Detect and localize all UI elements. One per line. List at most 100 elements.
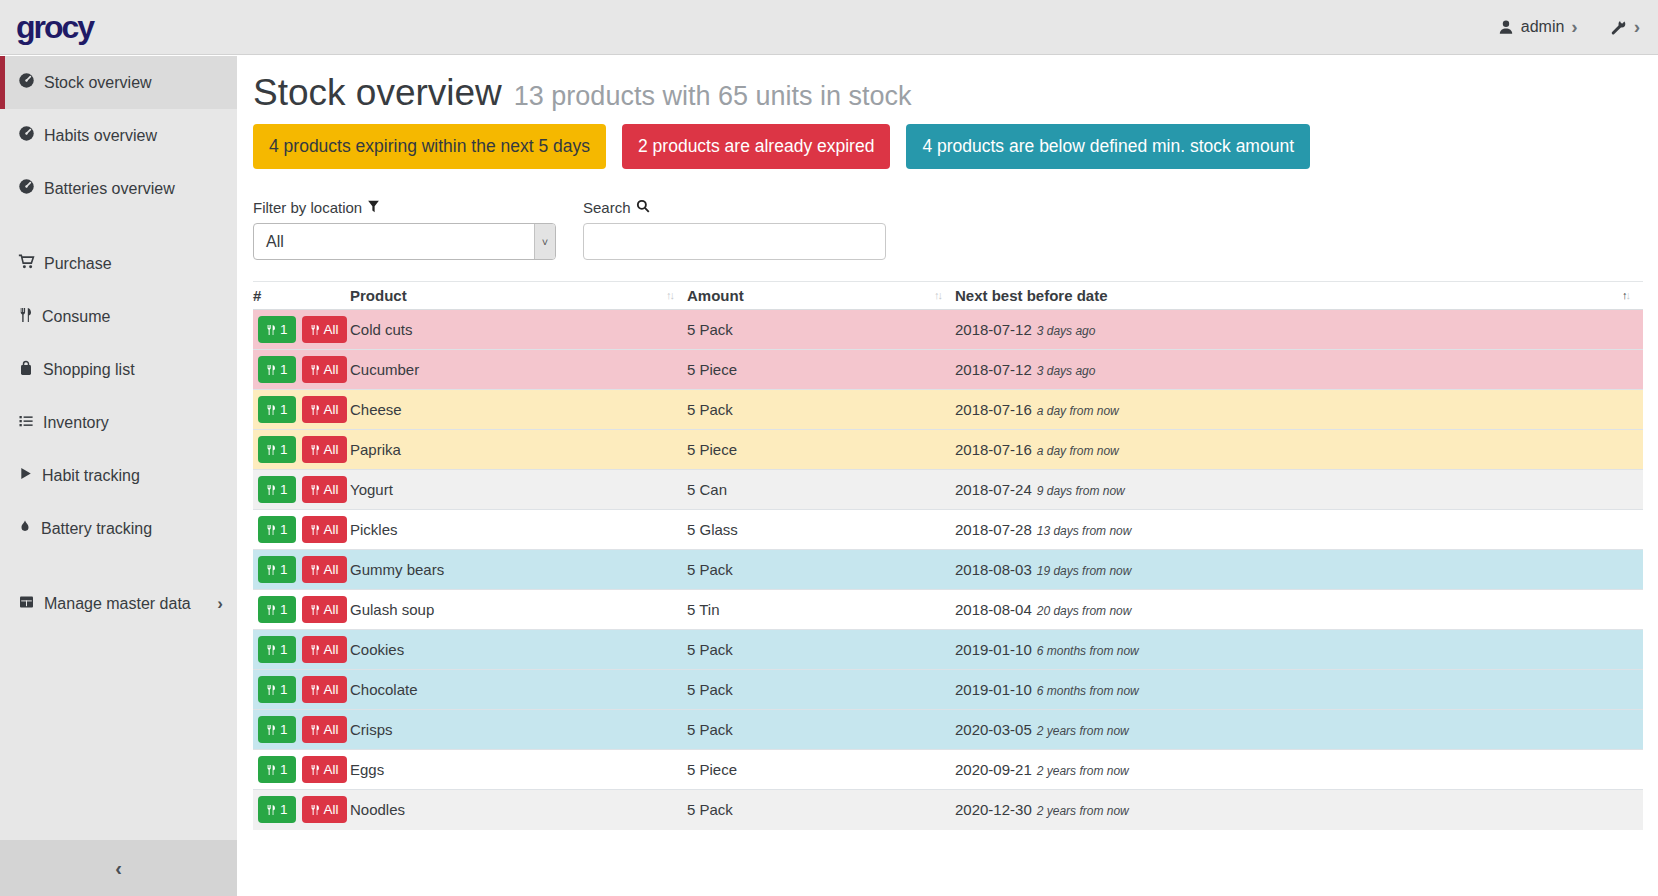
utensils-icon <box>266 364 276 376</box>
location-select[interactable]: All ˅ <box>253 223 556 260</box>
consume-one-button[interactable]: 1 <box>258 516 296 543</box>
person-icon <box>1498 19 1514 35</box>
consume-all-button[interactable]: All <box>302 476 347 503</box>
column-header-best-before[interactable]: Next best before date ↑↓ <box>955 282 1643 310</box>
best-before-cell: 2018-07-16a day from now <box>955 390 1643 430</box>
best-before-cell: 2019-01-106 months from now <box>955 670 1643 710</box>
utensils-icon <box>266 564 276 576</box>
column-header-amount[interactable]: Amount ↑↓ <box>687 282 955 310</box>
consume-one-button[interactable]: 1 <box>258 436 296 463</box>
user-menu[interactable]: admin › <box>1498 18 1578 36</box>
top-header: grocy admin › › <box>0 0 1658 55</box>
utensils-icon <box>266 764 276 776</box>
amount-cell: 5 Glass <box>687 510 955 550</box>
column-header-product[interactable]: Product ↑↓ <box>350 282 687 310</box>
page-title: Stock overview <box>253 72 502 114</box>
table-row: 1 All Gulash soup 5 Tin 2018-08-0420 day… <box>253 590 1643 630</box>
consume-all-button[interactable]: All <box>302 556 347 583</box>
consume-all-button[interactable]: All <box>302 796 347 823</box>
app-logo[interactable]: grocy <box>16 9 93 46</box>
sidebar-item-habits-overview[interactable]: Habits overview <box>0 109 237 162</box>
sidebar-item-shopping-list[interactable]: Shopping list <box>0 343 237 396</box>
consume-all-button[interactable]: All <box>302 516 347 543</box>
sidebar-item-manage-master-data[interactable]: Manage master data › <box>0 577 237 630</box>
consume-one-button[interactable]: 1 <box>258 396 296 423</box>
product-cell: Chocolate <box>350 670 687 710</box>
best-before-cell: 2018-08-0319 days from now <box>955 550 1643 590</box>
sidebar-item-stock-overview[interactable]: Stock overview <box>0 56 237 109</box>
cart-icon <box>18 253 35 274</box>
chevron-right-icon: › <box>1634 17 1640 36</box>
row-actions: 1 All <box>253 510 350 550</box>
utensils-icon <box>18 307 33 327</box>
user-name: admin <box>1521 18 1565 36</box>
sidebar-item-batteries-overview[interactable]: Batteries overview <box>0 162 237 215</box>
amount-cell: 5 Piece <box>687 430 955 470</box>
settings-menu[interactable]: › <box>1610 19 1640 36</box>
consume-one-button[interactable]: 1 <box>258 636 296 663</box>
play-icon <box>18 466 33 485</box>
sidebar-item-purchase[interactable]: Purchase <box>0 237 237 290</box>
sort-icon: ↑↓ <box>666 289 673 301</box>
consume-all-button[interactable]: All <box>302 356 347 383</box>
sidebar-nav: Stock overview Habits overview Batteries… <box>0 56 237 896</box>
utensils-icon <box>266 684 276 696</box>
search-label: Search <box>583 199 913 216</box>
utensils-icon <box>310 324 320 336</box>
consume-one-button[interactable]: 1 <box>258 476 296 503</box>
best-before-cell: 2018-07-16a day from now <box>955 430 1643 470</box>
utensils-icon <box>310 684 320 696</box>
consume-all-button[interactable]: All <box>302 716 347 743</box>
row-actions: 1 All <box>253 310 350 350</box>
sidebar-item-battery-tracking[interactable]: Battery tracking <box>0 502 237 555</box>
sidebar-item-inventory[interactable]: Inventory <box>0 396 237 449</box>
best-before-cell: 2020-03-052 years from now <box>955 710 1643 750</box>
sidebar-item-consume[interactable]: Consume <box>0 290 237 343</box>
consume-one-button[interactable]: 1 <box>258 596 296 623</box>
table-row: 1 All Gummy bears 5 Pack 2018-08-0319 da… <box>253 550 1643 590</box>
filter-by-location-label: Filter by location <box>253 199 583 216</box>
table-row: 1 All Chocolate 5 Pack 2019-01-106 month… <box>253 670 1643 710</box>
main-content: Stock overview 13 products with 65 units… <box>237 56 1658 896</box>
consume-one-button[interactable]: 1 <box>258 316 296 343</box>
gauge-icon <box>18 72 35 93</box>
consume-one-button[interactable]: 1 <box>258 676 296 703</box>
amount-cell: 5 Pack <box>687 310 955 350</box>
stock-table: # Product ↑↓ Amount ↑↓ Next best before … <box>253 281 1643 830</box>
filter-bar: Filter by location All ˅ Search <box>253 199 1643 260</box>
bag-icon <box>18 360 34 380</box>
row-actions: 1 All <box>253 350 350 390</box>
search-icon <box>636 199 650 216</box>
wrench-icon <box>1610 19 1627 36</box>
search-input[interactable] <box>583 223 886 260</box>
utensils-icon <box>266 404 276 416</box>
table-row: 1 All Paprika 5 Piece 2018-07-16a day fr… <box>253 430 1643 470</box>
consume-all-button[interactable]: All <box>302 396 347 423</box>
consume-one-button[interactable]: 1 <box>258 796 296 823</box>
utensils-icon <box>266 524 276 536</box>
consume-one-button[interactable]: 1 <box>258 356 296 383</box>
expiring-badge: 4 products expiring within the next 5 da… <box>253 124 606 169</box>
consume-one-button[interactable]: 1 <box>258 556 296 583</box>
consume-one-button[interactable]: 1 <box>258 756 296 783</box>
utensils-icon <box>266 804 276 816</box>
chevron-right-icon: › <box>217 594 223 614</box>
consume-all-button[interactable]: All <box>302 316 347 343</box>
sidebar-collapse-button[interactable]: ‹ <box>0 840 237 896</box>
utensils-icon <box>310 724 320 736</box>
consume-all-button[interactable]: All <box>302 676 347 703</box>
consume-all-button[interactable]: All <box>302 596 347 623</box>
best-before-cell: 2018-07-2813 days from now <box>955 510 1643 550</box>
best-before-cell: 2020-12-302 years from now <box>955 790 1643 830</box>
consume-all-button[interactable]: All <box>302 756 347 783</box>
sidebar-item-habit-tracking[interactable]: Habit tracking <box>0 449 237 502</box>
consume-all-button[interactable]: All <box>302 436 347 463</box>
consume-all-button[interactable]: All <box>302 636 347 663</box>
consume-one-button[interactable]: 1 <box>258 716 296 743</box>
row-actions: 1 All <box>253 470 350 510</box>
utensils-icon <box>310 364 320 376</box>
page-subtitle: 13 products with 65 units in stock <box>514 81 912 112</box>
product-cell: Crisps <box>350 710 687 750</box>
location-select-value: All <box>254 233 284 251</box>
status-badges: 4 products expiring within the next 5 da… <box>253 124 1643 169</box>
